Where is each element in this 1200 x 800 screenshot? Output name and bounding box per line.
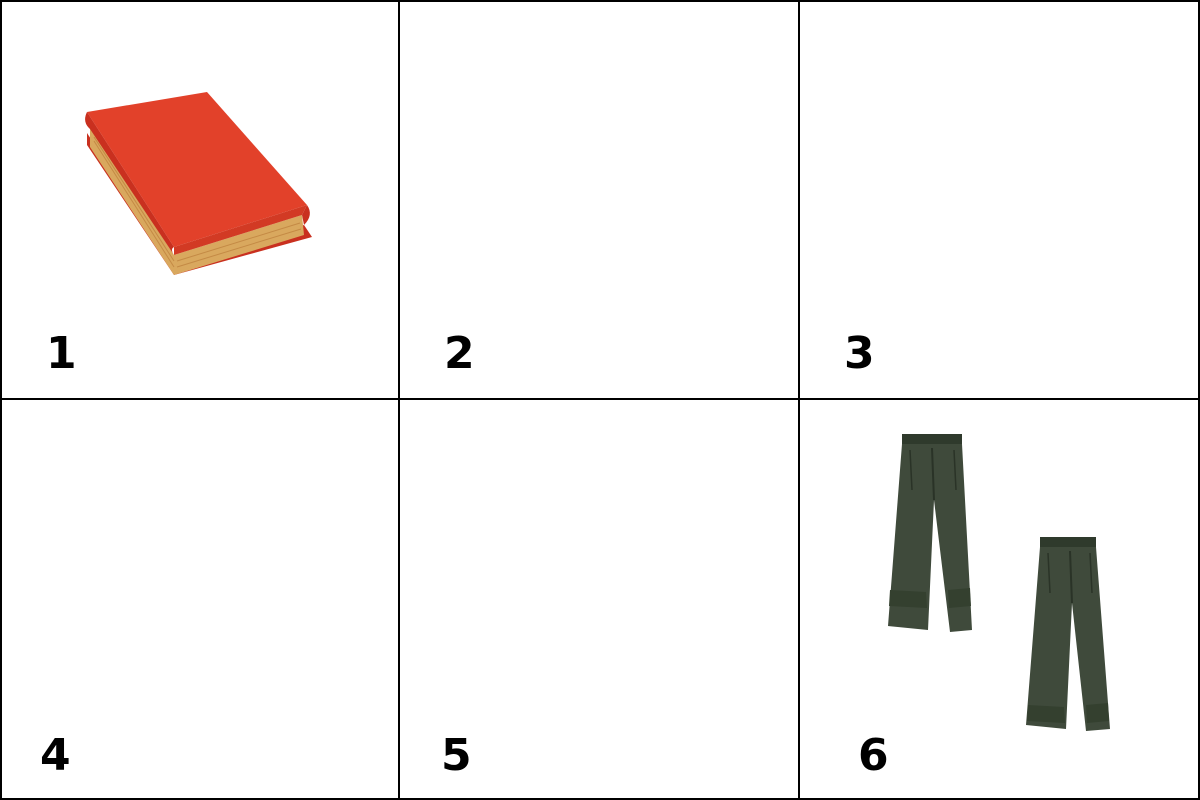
grid-cell-5[interactable]: 5 — [398, 398, 800, 800]
grid-cell-4[interactable]: 4 — [0, 398, 400, 800]
grid-cell-6[interactable]: 6 — [798, 398, 1200, 800]
green-trousers-icon — [888, 434, 1110, 731]
grid-cell-3[interactable]: 3 — [798, 0, 1200, 400]
cell-number-6: 6 — [858, 730, 889, 781]
grid-cell-1[interactable]: 1 — [0, 0, 400, 400]
cell-number-5: 5 — [441, 730, 472, 781]
red-book-icon — [85, 92, 312, 275]
cell-number-1: 1 — [46, 328, 77, 379]
cell-number-4: 4 — [40, 730, 71, 781]
grid-cell-2[interactable]: 2 — [398, 0, 800, 400]
cell-number-2: 2 — [444, 328, 475, 379]
cell-number-3: 3 — [844, 328, 875, 379]
